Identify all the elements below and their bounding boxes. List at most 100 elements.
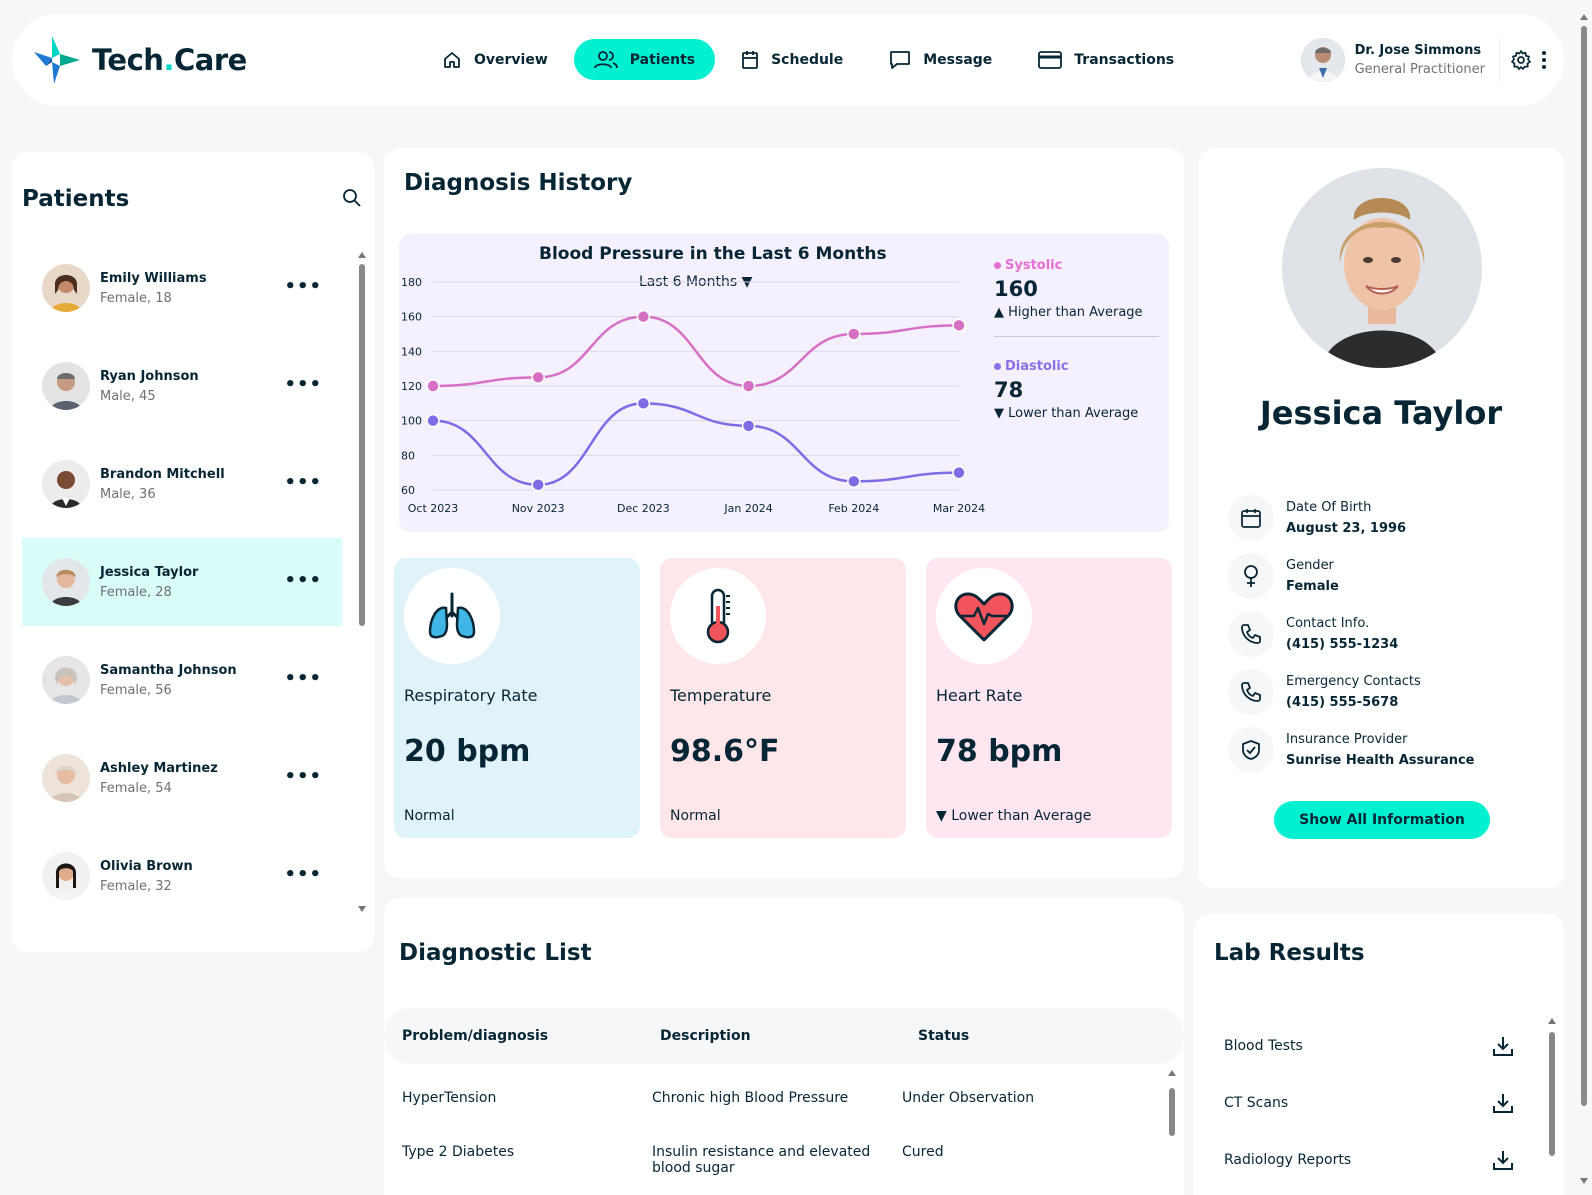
avatar	[42, 558, 90, 606]
brand-logo[interactable]: Tech.Care	[32, 36, 247, 84]
patient-item-active[interactable]: Jessica Taylor Female, 28 •••	[22, 538, 342, 626]
data-point-systolic	[426, 379, 440, 393]
doctor-avatar[interactable]	[1300, 38, 1345, 82]
scroll-thumb[interactable]	[1549, 1032, 1555, 1156]
info-gender: Gender Female	[1228, 552, 1475, 600]
more-horizontal-icon[interactable]: •••	[284, 668, 322, 689]
vital-respiratory-card[interactable]: Respiratory Rate 20 bpm Normal	[394, 558, 640, 838]
data-point-diastolic	[952, 465, 966, 480]
patient-name: Brandon Mitchell	[100, 466, 225, 482]
download-icon[interactable]	[1492, 1035, 1514, 1057]
more-horizontal-icon[interactable]: •••	[284, 276, 322, 297]
avatar	[42, 264, 90, 312]
avatar	[42, 656, 90, 704]
phone-icon	[1228, 611, 1274, 657]
nav-transactions[interactable]: Transactions	[1018, 39, 1194, 80]
download-icon[interactable]	[1492, 1149, 1514, 1171]
scroll-up-icon[interactable]	[1168, 1070, 1176, 1076]
diagnosis-title: Diagnosis History	[404, 170, 633, 196]
patient-meta: Male, 45	[100, 388, 156, 404]
legend-diastolic: Diastolic	[994, 359, 1159, 374]
x-tick-label: Mar 2024	[933, 502, 985, 515]
scroll-down-icon[interactable]	[358, 906, 366, 912]
patient-item[interactable]: Ryan Johnson Male, 45 •••	[22, 342, 342, 430]
info-value: Female	[1286, 579, 1339, 594]
y-tick-label: 120	[401, 380, 422, 393]
shield-icon	[1228, 727, 1274, 773]
vital-temperature-card[interactable]: Temperature 98.6°F Normal	[660, 558, 906, 838]
table-header: Problem/diagnosis Description Status	[384, 1008, 1184, 1064]
x-tick-label: Nov 2023	[512, 502, 565, 515]
patients-panel: Patients Emily Williams Female, 18 ••• Ry…	[12, 152, 374, 952]
header-divider	[1499, 38, 1500, 82]
nav-schedule[interactable]: Schedule	[721, 39, 863, 80]
scroll-up-icon[interactable]	[1548, 1018, 1556, 1024]
data-point-systolic	[847, 327, 861, 341]
scroll-thumb[interactable]	[1169, 1088, 1175, 1136]
search-icon[interactable]	[342, 188, 362, 208]
more-horizontal-icon[interactable]: •••	[284, 570, 322, 591]
nav-message[interactable]: Message	[869, 39, 1012, 80]
avatar	[42, 852, 90, 900]
patient-item[interactable]: Brandon Mitchell Male, 36 •••	[22, 440, 342, 528]
data-point-systolic	[952, 318, 966, 333]
diagnostic-list-panel: Diagnostic List Problem/diagnosis Descri…	[384, 898, 1184, 1195]
patient-meta: Female, 54	[100, 780, 172, 796]
lab-result-item[interactable]: Blood Tests	[1214, 1024, 1514, 1068]
diagnostic-scrollbar[interactable]	[1168, 1070, 1176, 1195]
show-all-info-button[interactable]: Show All Information	[1274, 801, 1490, 839]
nav-label: Patients	[629, 51, 696, 68]
patient-meta: Female, 18	[100, 290, 172, 306]
more-vertical-icon[interactable]	[1538, 49, 1550, 71]
profile-info-list: Date Of Birth August 23, 1996 Gender Femal…	[1228, 494, 1475, 784]
info-label: Insurance Provider	[1286, 732, 1408, 747]
gear-icon[interactable]	[1510, 49, 1532, 71]
patient-item[interactable]: Emily Williams Female, 18 •••	[22, 244, 342, 332]
scroll-up-icon[interactable]	[358, 252, 366, 258]
vital-heart-rate-card[interactable]: Heart Rate 78 bpm ▼ Lower than Average	[926, 558, 1172, 838]
more-horizontal-icon[interactable]: •••	[284, 766, 322, 787]
data-point-diastolic	[426, 413, 440, 428]
more-horizontal-icon[interactable]: •••	[284, 472, 322, 493]
data-point-systolic	[531, 370, 545, 385]
lab-result-item[interactable]: CT Scans	[1214, 1081, 1514, 1125]
data-point-diastolic	[741, 419, 756, 433]
scroll-thumb[interactable]	[1581, 26, 1587, 1106]
systolic-value: 160	[994, 277, 1038, 301]
phone-icon	[1228, 669, 1274, 715]
lab-result-item[interactable]: Radiology Reports	[1214, 1138, 1514, 1182]
nav-overview[interactable]: Overview	[422, 39, 568, 80]
info-contact: Contact Info. (415) 555-1234	[1228, 610, 1475, 658]
patient-item[interactable]: Ashley Martinez Female, 54 •••	[22, 734, 342, 822]
info-emergency: Emergency Contacts (415) 555-5678	[1228, 668, 1475, 716]
info-label: Gender	[1286, 558, 1334, 573]
patient-item[interactable]: Samantha Johnson Female, 56 •••	[22, 636, 342, 724]
nav-patients[interactable]: Patients	[573, 39, 716, 80]
more-horizontal-icon[interactable]: •••	[284, 864, 322, 885]
patient-item[interactable]: Olivia Brown Female, 32 •••	[22, 832, 342, 920]
scroll-thumb[interactable]	[359, 264, 365, 626]
scroll-up-icon[interactable]	[1580, 14, 1588, 20]
data-point-diastolic	[636, 396, 651, 411]
doctor-info: Dr. Jose Simmons General Practitioner	[1355, 43, 1485, 77]
calendar-icon	[1228, 495, 1274, 541]
table-cell: Under Observation	[902, 1090, 1035, 1106]
download-icon[interactable]	[1492, 1092, 1514, 1114]
avatar	[42, 754, 90, 802]
patient-list: Emily Williams Female, 18 ••• Ryan Johnso…	[22, 244, 342, 930]
credit-card-icon	[1038, 50, 1063, 69]
y-tick-label: 60	[401, 484, 415, 497]
female-icon	[1228, 553, 1274, 599]
patient-name: Samantha Johnson	[100, 662, 237, 678]
scroll-down-icon[interactable]	[1580, 1178, 1588, 1184]
patients-scrollbar[interactable]	[358, 252, 366, 912]
chart-legend: Systolic 160 ▲ Higher than Average Diast…	[994, 258, 1159, 421]
page-scrollbar[interactable]	[1580, 14, 1588, 1184]
users-icon	[593, 50, 618, 68]
lab-scrollbar[interactable]	[1548, 1018, 1556, 1195]
patient-name: Emily Williams	[100, 270, 207, 286]
blood-pressure-chart: 60 80 100 120 140 160 180 Oct 2023 Nov 2023 Dec 2…	[401, 276, 985, 515]
more-horizontal-icon[interactable]: •••	[284, 374, 322, 395]
patient-name: Ashley Martinez	[100, 760, 218, 776]
y-tick-label: 160	[401, 311, 422, 324]
